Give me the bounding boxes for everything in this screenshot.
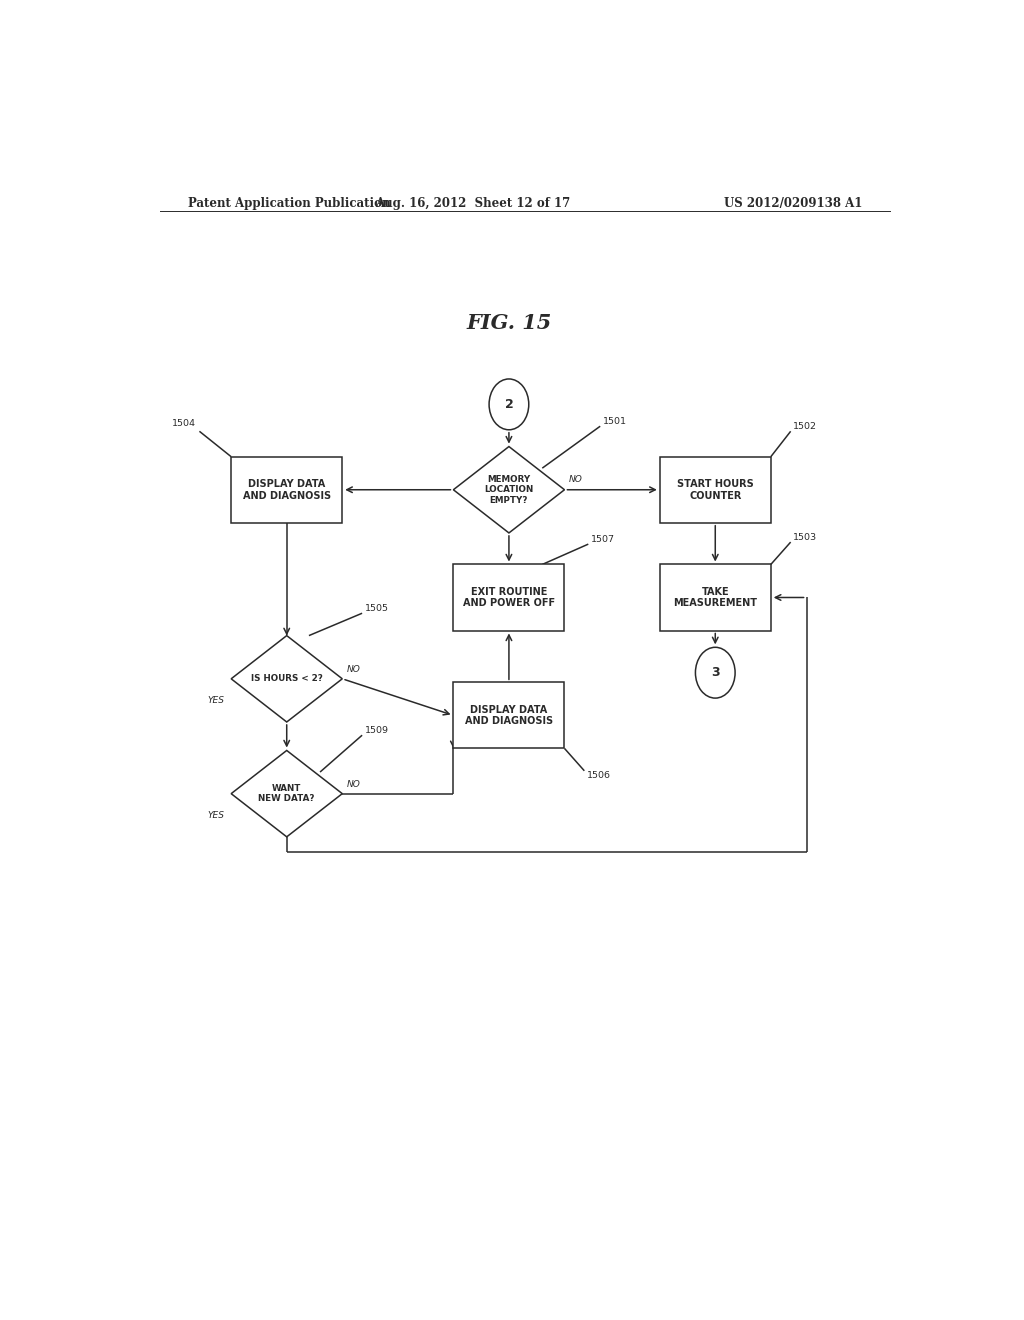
- Text: 1504: 1504: [171, 420, 196, 428]
- Text: US 2012/0209138 A1: US 2012/0209138 A1: [724, 197, 862, 210]
- Text: 1506: 1506: [587, 771, 610, 780]
- Bar: [231, 457, 342, 523]
- Circle shape: [695, 647, 735, 698]
- Text: 1501: 1501: [602, 417, 627, 426]
- Bar: [659, 565, 771, 631]
- Text: 1507: 1507: [591, 535, 614, 544]
- Text: DISPLAY DATA
AND DIAGNOSIS: DISPLAY DATA AND DIAGNOSIS: [465, 705, 553, 726]
- Text: YES: YES: [208, 696, 225, 705]
- Text: NO: NO: [569, 475, 583, 483]
- Text: TAKE
MEASUREMENT: TAKE MEASUREMENT: [673, 586, 758, 609]
- Text: EXIT ROUTINE
AND POWER OFF: EXIT ROUTINE AND POWER OFF: [463, 586, 555, 609]
- Text: FIG. 15: FIG. 15: [466, 313, 552, 333]
- Bar: [454, 682, 564, 748]
- Text: MEMORY
LOCATION
EMPTY?: MEMORY LOCATION EMPTY?: [484, 475, 534, 504]
- Circle shape: [489, 379, 528, 430]
- Text: START HOURS
COUNTER: START HOURS COUNTER: [677, 479, 754, 500]
- Text: 1503: 1503: [793, 533, 817, 543]
- Polygon shape: [231, 636, 342, 722]
- Bar: [454, 565, 564, 631]
- Text: 1505: 1505: [365, 605, 388, 614]
- Polygon shape: [231, 751, 342, 837]
- Text: 2: 2: [505, 397, 513, 411]
- Text: NO: NO: [347, 780, 360, 788]
- Text: DISPLAY DATA
AND DIAGNOSIS: DISPLAY DATA AND DIAGNOSIS: [243, 479, 331, 500]
- Text: 1509: 1509: [365, 726, 388, 735]
- Polygon shape: [454, 446, 564, 533]
- Text: IS HOURS < 2?: IS HOURS < 2?: [251, 675, 323, 684]
- Text: Aug. 16, 2012  Sheet 12 of 17: Aug. 16, 2012 Sheet 12 of 17: [376, 197, 570, 210]
- Text: YES: YES: [208, 810, 225, 820]
- Text: 1502: 1502: [793, 422, 817, 432]
- Text: NO: NO: [347, 665, 360, 673]
- Bar: [659, 457, 771, 523]
- Text: WANT
NEW DATA?: WANT NEW DATA?: [258, 784, 315, 804]
- Text: Patent Application Publication: Patent Application Publication: [187, 197, 390, 210]
- Text: 3: 3: [711, 667, 720, 680]
